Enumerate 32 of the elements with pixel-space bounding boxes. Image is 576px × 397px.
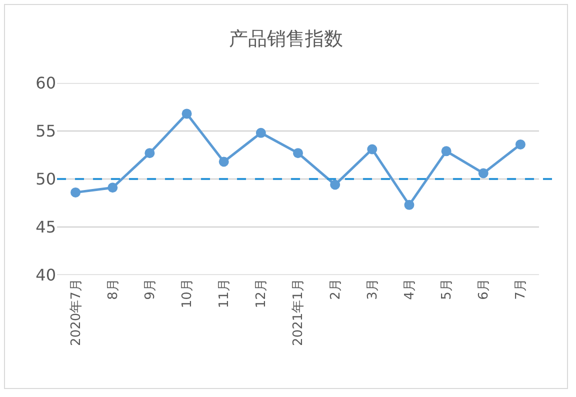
point [478,168,488,178]
x-tick-label: 2020年7月 [68,278,84,346]
x-tick-label: 5月 [440,278,455,300]
y-tick-label: 40 [36,266,56,285]
x-tick-label: 6月 [476,278,492,300]
x-tick-label: 8月 [106,278,121,300]
x-tick-label: 10月 [180,278,195,308]
x-tick-label: 2021年1月 [291,278,306,346]
y-tick-label: 50 [36,170,56,189]
chart-title: 产品销售指数 [229,28,343,50]
point [515,139,526,150]
x-tick-label: 4月 [402,278,418,300]
point [330,180,340,190]
y-tick-label: 45 [36,218,56,237]
x-tick-label: 11月 [217,278,232,308]
x-tick-label: 9月 [142,278,158,300]
x-tick-label: 3月 [365,278,380,300]
x-tick-label: 12月 [254,278,270,308]
y-tick-label: 60 [36,74,56,93]
point [256,128,266,138]
x-tick-label: 7月 [514,278,529,300]
y-tick-label: 55 [36,122,56,141]
point [367,144,378,154]
point [293,148,303,158]
point [70,187,81,198]
point [218,156,229,167]
point [108,182,118,193]
point [144,148,155,158]
point [441,146,452,156]
point [404,200,414,210]
x-tick-label: 2月 [328,278,344,300]
point [182,108,192,119]
